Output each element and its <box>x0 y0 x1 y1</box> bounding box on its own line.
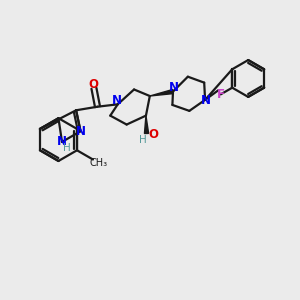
Text: N: N <box>57 135 67 148</box>
Text: O: O <box>88 78 98 91</box>
Text: H: H <box>139 135 147 145</box>
Text: N: N <box>169 81 178 94</box>
Text: H: H <box>64 143 71 153</box>
Text: CH₃: CH₃ <box>89 158 108 168</box>
Text: F: F <box>217 88 225 101</box>
Polygon shape <box>145 116 148 134</box>
Text: N: N <box>76 125 85 138</box>
Text: N: N <box>112 94 122 107</box>
Polygon shape <box>150 89 173 96</box>
Text: N: N <box>201 94 211 107</box>
Text: O: O <box>148 128 158 141</box>
